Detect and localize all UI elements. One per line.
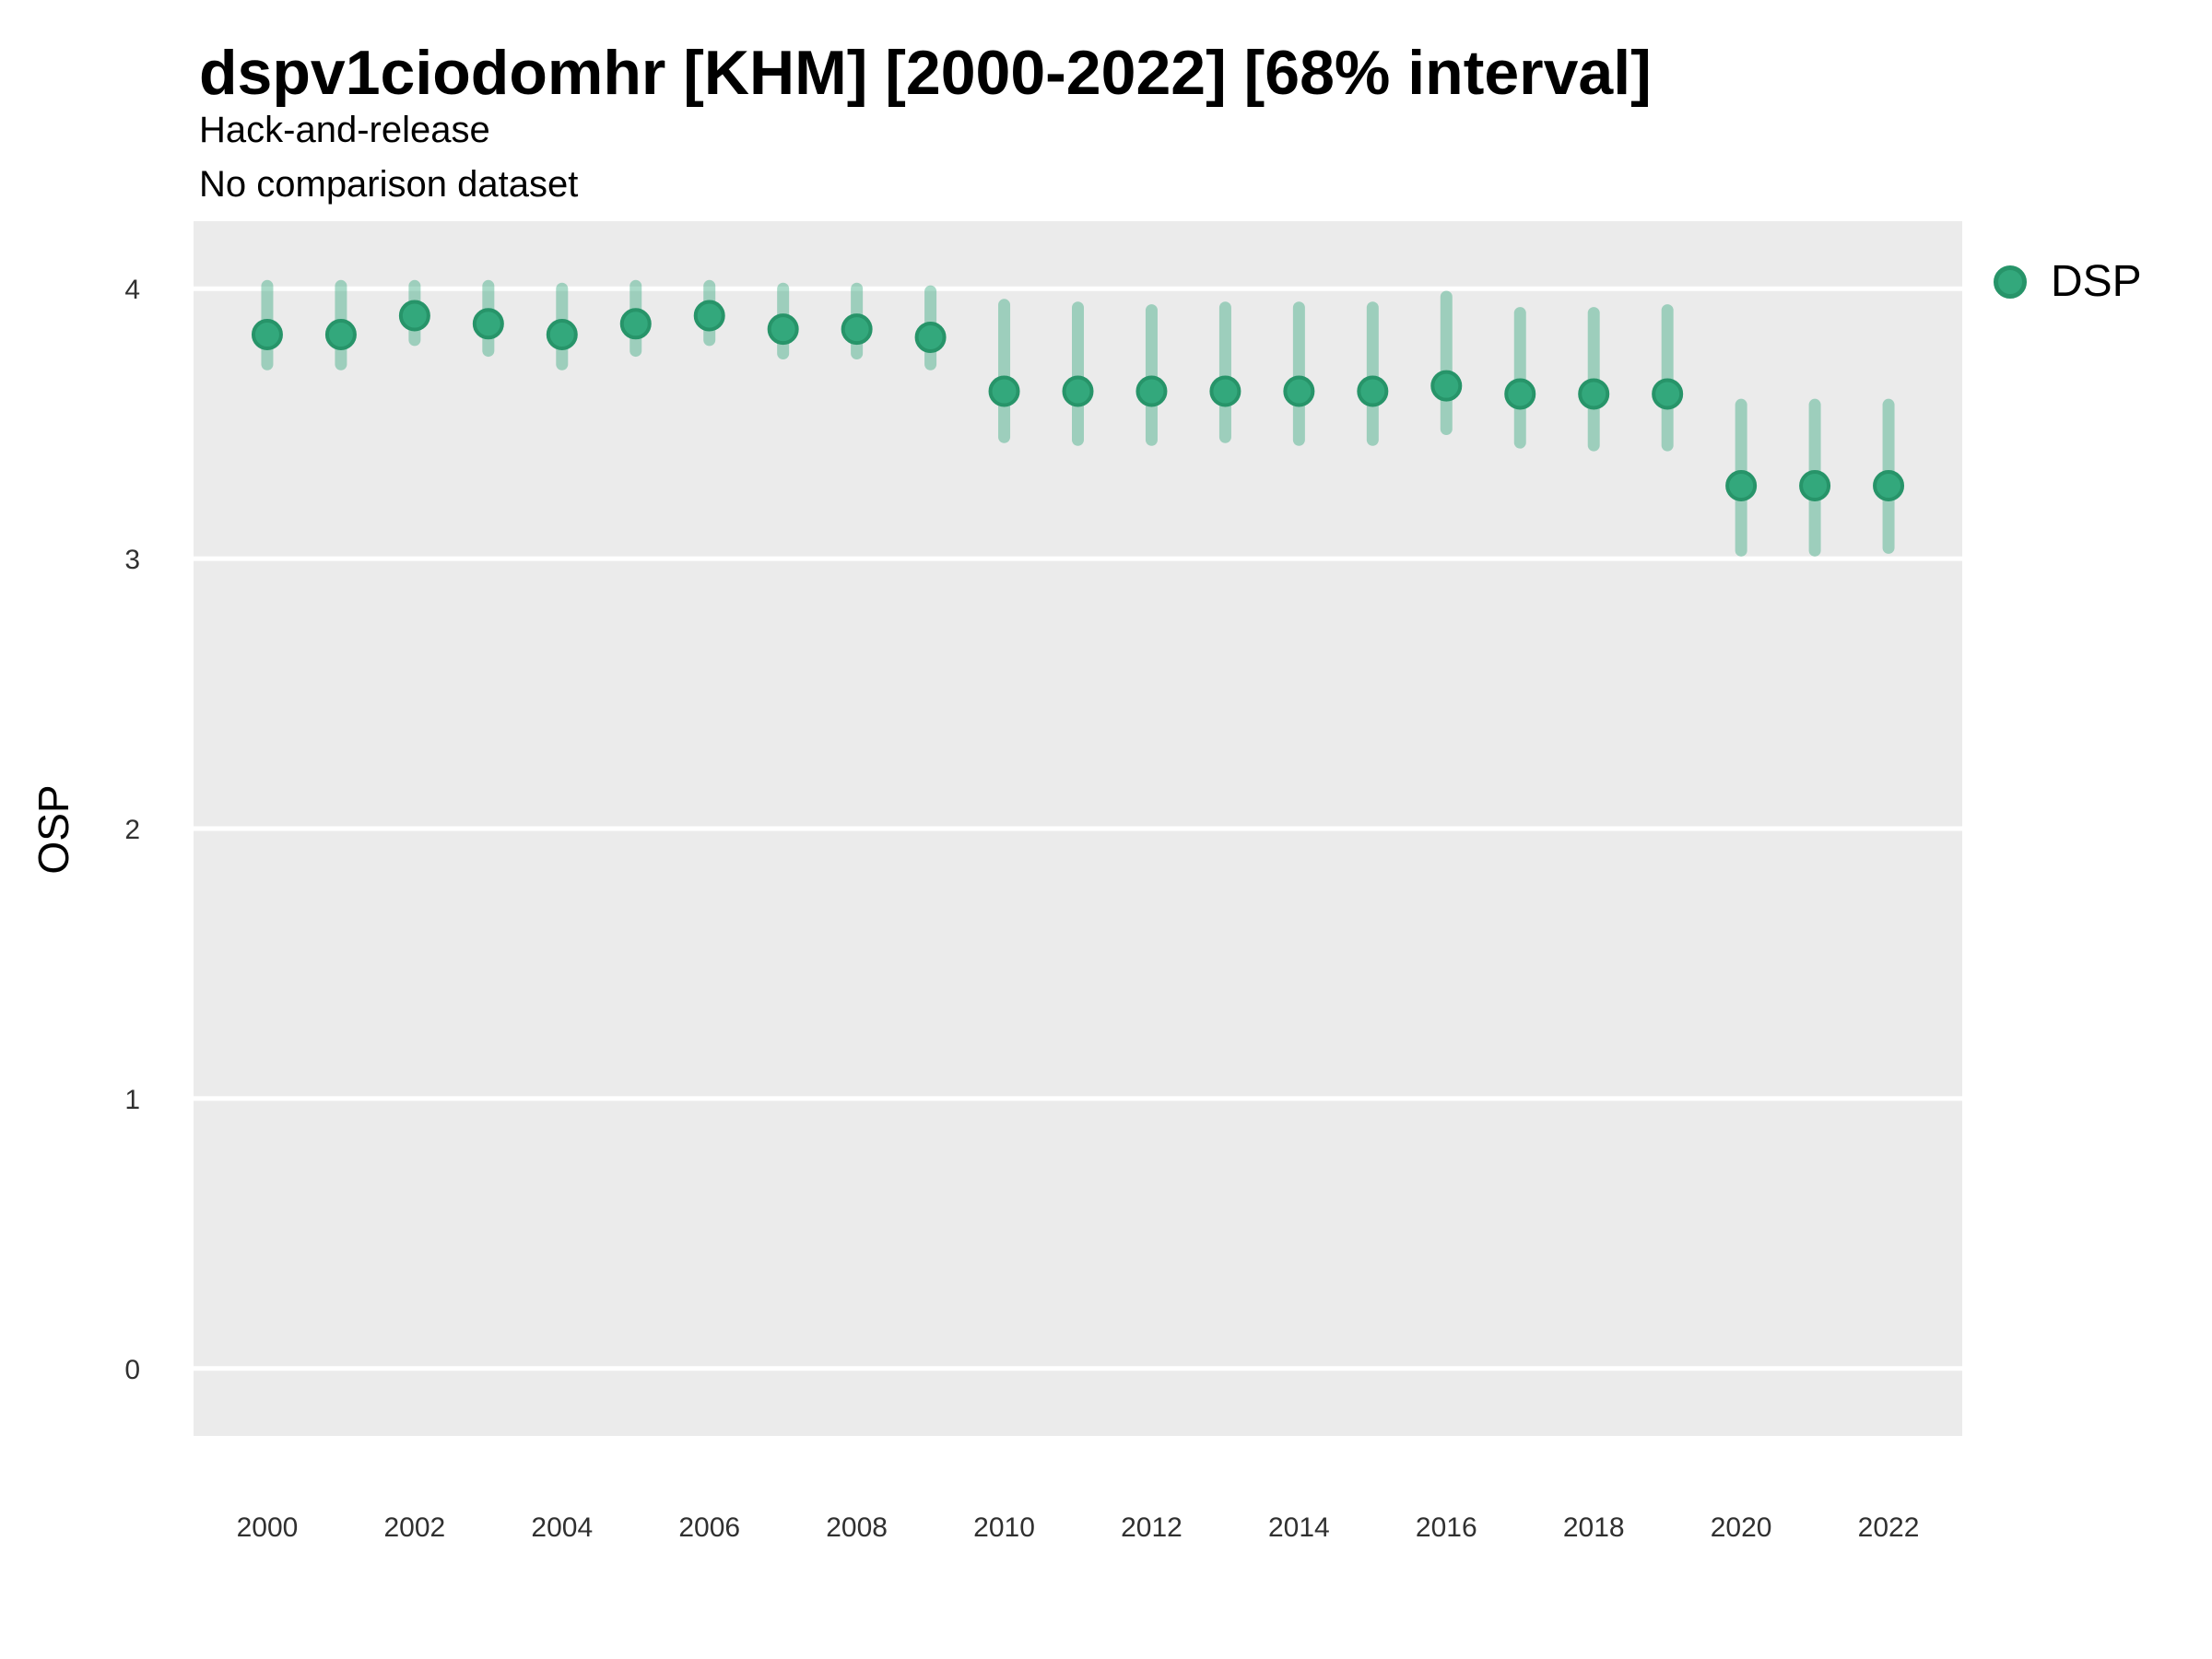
x-tick-label: 2020 xyxy=(1711,1512,1772,1543)
x-tick-label: 2000 xyxy=(237,1512,299,1543)
data-point xyxy=(324,319,357,351)
data-point xyxy=(1652,378,1684,410)
data-point xyxy=(1135,375,1168,407)
x-tick-label: 2002 xyxy=(384,1512,446,1543)
data-point xyxy=(619,308,652,340)
data-point xyxy=(988,375,1020,407)
data-point xyxy=(914,321,947,353)
legend-label: DSP xyxy=(2051,257,2142,306)
y-tick-label: 2 xyxy=(124,815,140,845)
x-tick-label: 2022 xyxy=(1858,1512,1920,1543)
data-point xyxy=(1799,470,1831,502)
data-point xyxy=(546,319,578,351)
data-point xyxy=(1209,375,1241,407)
data-point xyxy=(1430,370,1463,402)
x-tick-label: 2004 xyxy=(531,1512,593,1543)
data-point xyxy=(1873,470,1905,502)
data-point xyxy=(251,319,283,351)
data-point xyxy=(1578,378,1610,410)
data-point xyxy=(767,313,799,346)
x-tick-label: 2006 xyxy=(678,1512,740,1543)
data-point xyxy=(472,308,504,340)
y-tick-label: 0 xyxy=(124,1355,140,1385)
data-point xyxy=(693,300,725,332)
chart-note: No comparison dataset xyxy=(199,164,579,205)
x-tick-label: 2008 xyxy=(826,1512,888,1543)
y-tick-label: 1 xyxy=(124,1085,140,1115)
data-point xyxy=(1062,375,1094,407)
data-point xyxy=(841,313,873,346)
chart-subtitle: Hack-and-release xyxy=(199,110,490,150)
data-point xyxy=(1357,375,1389,407)
x-tick-label: 2014 xyxy=(1268,1512,1330,1543)
x-tick-label: 2016 xyxy=(1416,1512,1477,1543)
y-tick-label: 4 xyxy=(124,275,140,305)
chart-title: dspv1ciodomhr [KHM] [2000-2022] [68% int… xyxy=(199,38,1652,108)
legend: DSP xyxy=(1994,260,2142,304)
x-tick-label: 2010 xyxy=(973,1512,1035,1543)
data-point xyxy=(1283,375,1315,407)
x-tick-label: 2018 xyxy=(1563,1512,1625,1543)
data-point xyxy=(1725,470,1758,502)
data-point xyxy=(398,300,430,332)
data-point xyxy=(1504,378,1536,410)
legend-point-swatch xyxy=(1994,265,2027,299)
y-tick-label: 3 xyxy=(124,545,140,575)
x-tick-label: 2012 xyxy=(1121,1512,1182,1543)
